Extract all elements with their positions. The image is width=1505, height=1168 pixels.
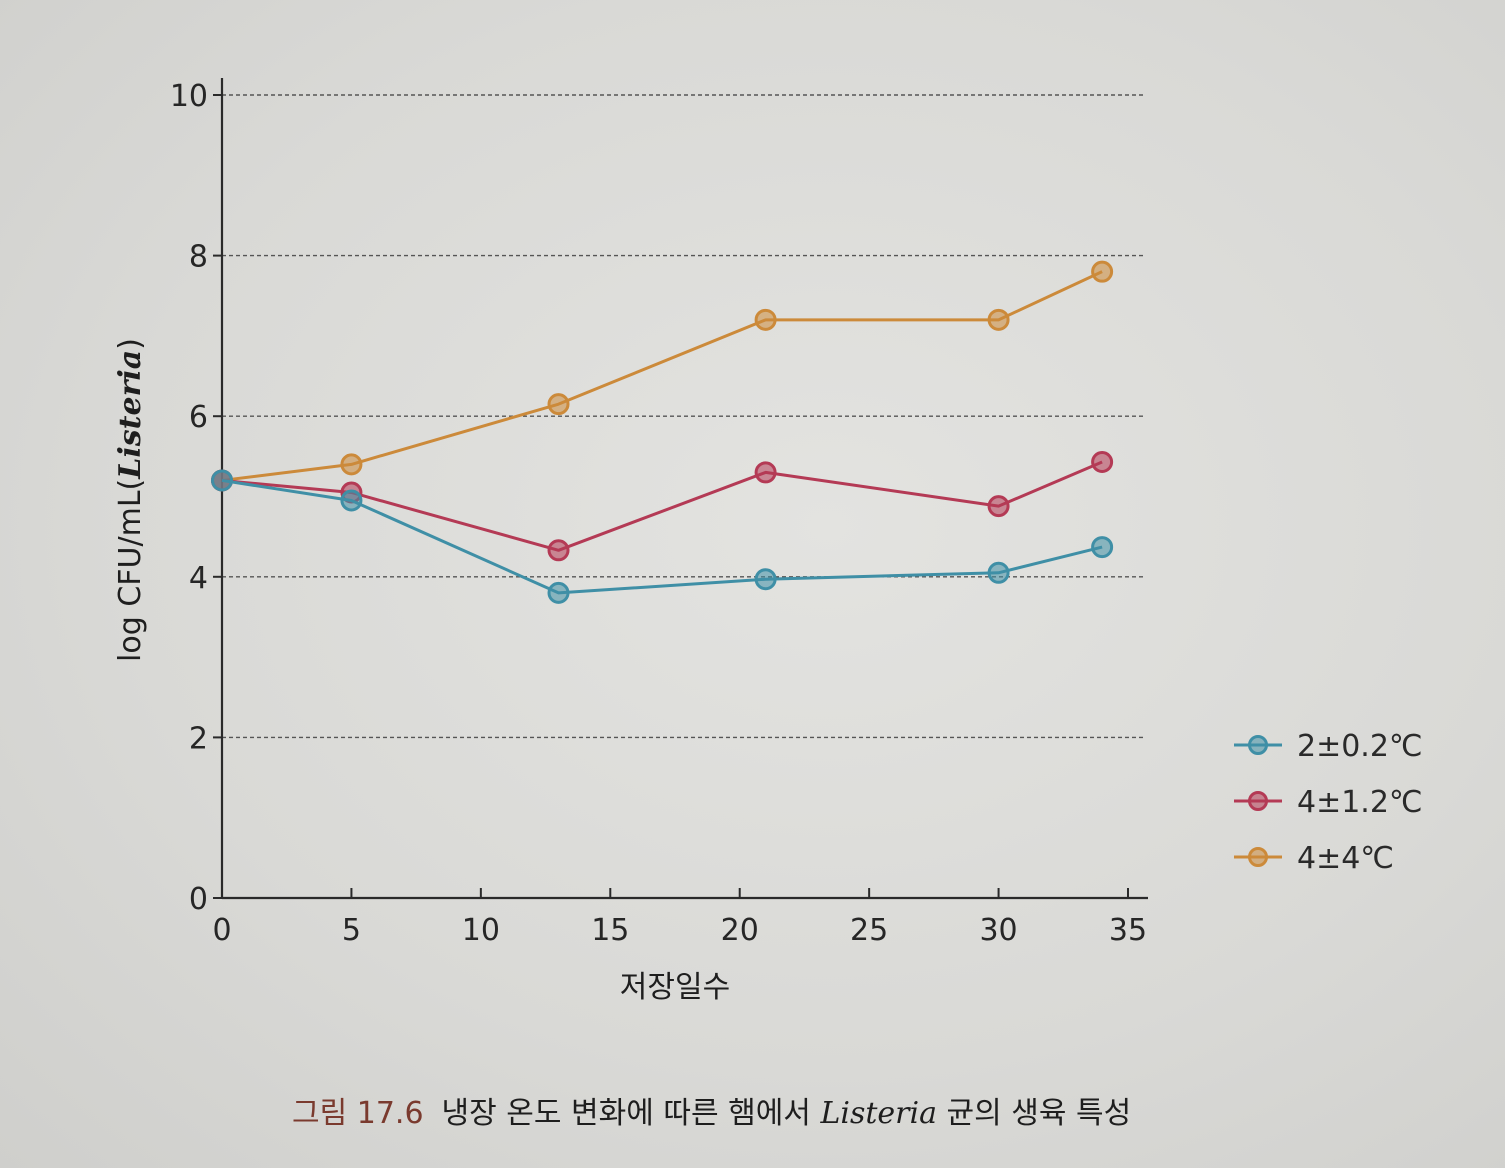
caption-text-after: 균의 생육 특성 — [936, 1096, 1132, 1131]
series-0 — [211, 469, 1114, 604]
x-axis-title: 저장일수 — [620, 970, 730, 1005]
x-tick-label: 0 — [212, 913, 231, 948]
data-point — [754, 308, 777, 331]
x-tick-label: 35 — [1109, 913, 1147, 948]
y-axis-title-italic: Listeria — [113, 350, 148, 480]
grid-lines — [222, 94, 1145, 739]
data-point — [340, 453, 363, 476]
y-tick-label: 8 — [189, 240, 208, 275]
data-point — [987, 495, 1010, 518]
data-point — [987, 561, 1010, 584]
x-tick-label: 20 — [721, 913, 759, 948]
data-point — [1091, 260, 1114, 283]
data-point — [1091, 450, 1114, 473]
y-axis-title-prefix: log CFU/mL( — [113, 479, 148, 662]
data-point — [547, 581, 570, 604]
data-point — [547, 539, 570, 562]
data-point — [340, 489, 363, 512]
series-2 — [211, 260, 1114, 492]
series-line — [221, 478, 1103, 595]
data-point — [547, 393, 570, 416]
data-point — [754, 568, 777, 591]
y-axis-title-suffix: ) — [113, 338, 148, 350]
x-tick-label: 10 — [462, 913, 500, 948]
legend-item: 2±0.2℃ — [1234, 729, 1423, 764]
figure-caption: 그림 17.6 냉장 온도 변화에 따른 햄에서 Listeria 균의 생육 특… — [292, 1088, 1131, 1132]
y-tick-label: 2 — [189, 721, 208, 756]
legend-label: 4±4℃ — [1297, 841, 1394, 876]
x-tick-label: 5 — [342, 913, 361, 948]
caption-text-before: 냉장 온도 변화에 따른 햄에서 — [441, 1096, 821, 1131]
data-series — [211, 260, 1114, 604]
series-line — [221, 460, 1103, 552]
legend-marker — [1248, 735, 1268, 755]
data-point — [211, 469, 233, 492]
y-tick-label: 4 — [189, 561, 208, 596]
legend-marker — [1248, 847, 1268, 867]
data-point — [1091, 536, 1114, 559]
x-tick-label: 15 — [591, 913, 629, 948]
legend-label: 2±0.2℃ — [1297, 729, 1423, 764]
y-tick-label: 10 — [170, 79, 208, 114]
legend-label: 4±1.2℃ — [1297, 785, 1423, 820]
y-axis-title: log CFU/mL(Listeria) — [113, 338, 148, 662]
y-tick-label: 6 — [189, 400, 208, 435]
figure-number: 그림 17.6 — [292, 1096, 424, 1131]
y-tick-label: 0 — [189, 882, 208, 917]
legend-item: 4±4℃ — [1234, 841, 1394, 876]
tick-labels: 0 2 4 6 8 10 0 5 10 15 20 25 30 35 — [170, 79, 1147, 948]
x-tick-label: 30 — [979, 913, 1017, 948]
legend-item: 4±1.2℃ — [1234, 785, 1423, 820]
x-tick-label: 25 — [850, 913, 888, 948]
data-point — [987, 308, 1010, 331]
series-line — [221, 270, 1103, 482]
legend: 2±0.2℃ 4±1.2℃ 4±4℃ — [1234, 729, 1423, 876]
legend-marker — [1248, 791, 1268, 811]
tick-marks — [213, 94, 1129, 899]
data-point — [754, 461, 777, 484]
caption-organism: Listeria — [820, 1096, 937, 1131]
